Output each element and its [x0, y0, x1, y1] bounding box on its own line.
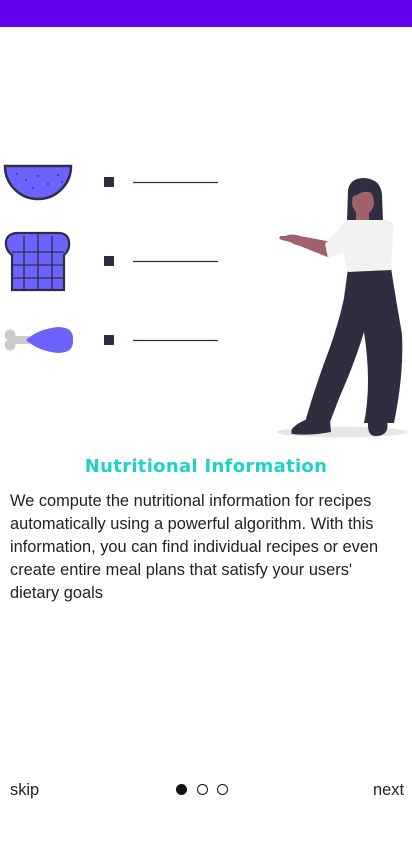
watermelon-icon	[3, 164, 73, 201]
bullet-square	[104, 335, 114, 345]
status-bar	[0, 0, 412, 27]
page-title: Nutritional Information	[84, 456, 328, 477]
page-dot-3[interactable]	[217, 784, 228, 795]
page-dot-2[interactable]	[196, 784, 208, 795]
bullet-square	[104, 177, 114, 187]
page-indicator	[176, 784, 238, 798]
nutrition-illustration	[3, 164, 407, 438]
drumstick-icon	[4, 327, 74, 353]
onboarding-navigation: skip next	[0, 778, 412, 804]
skip-button[interactable]: skip	[10, 781, 40, 799]
next-button[interactable]: next	[373, 781, 404, 799]
page-description: We compute the nutritional information f…	[10, 492, 379, 602]
bread-icon	[4, 231, 71, 292]
page-dot-1[interactable]	[176, 784, 187, 795]
person-figure	[277, 178, 407, 438]
bullet-square	[104, 256, 114, 266]
